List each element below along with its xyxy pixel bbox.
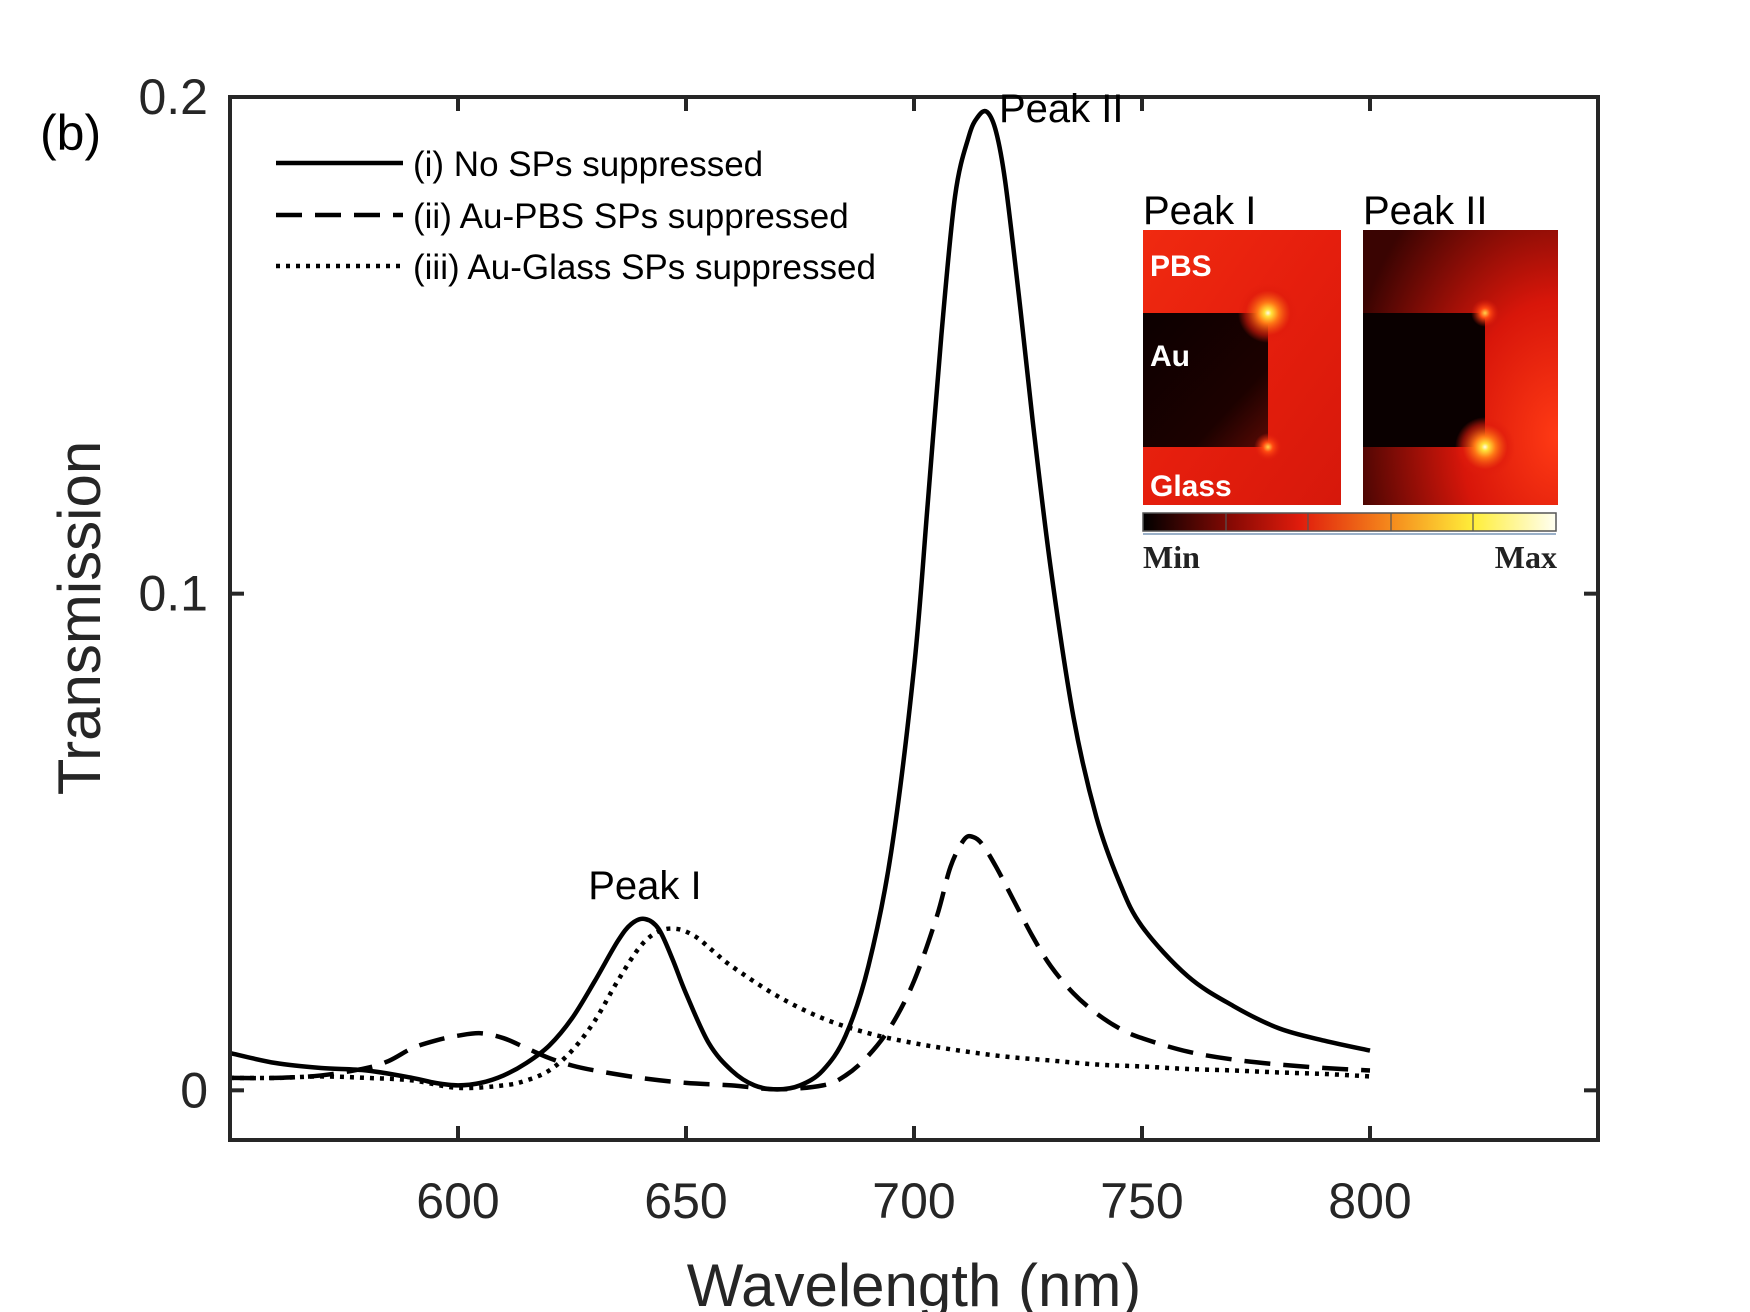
region-label-glass: Glass bbox=[1150, 470, 1232, 503]
y-ticks: 0 0.1 0.2 bbox=[138, 69, 1598, 1118]
legend-entry-dotted: (iii) Au-Glass SPs suppressed bbox=[276, 248, 876, 287]
x-tick-label: 750 bbox=[1100, 1173, 1183, 1229]
series-line-solid bbox=[229, 108, 1371, 1092]
x-axis: 600 650 700 750 800 Wavelength (nm) bbox=[416, 97, 1412, 1312]
field-inset: Peak I Peak II PBS Au Glass Min Max bbox=[1142, 189, 1558, 575]
colorbar-gradient bbox=[1142, 512, 1557, 532]
colorbar-min-label: Min bbox=[1143, 539, 1200, 575]
x-tick-label: 800 bbox=[1328, 1173, 1411, 1229]
y-tick-label: 0.2 bbox=[138, 69, 208, 125]
peak-annotations: Peak I Peak II bbox=[588, 87, 1123, 908]
legend-entry-dashed: (ii) Au-PBS SPs suppressed bbox=[276, 197, 849, 236]
x-tick-label: 600 bbox=[416, 1173, 499, 1229]
x-tick-label: 650 bbox=[644, 1173, 727, 1229]
inset-title-peak-2: Peak II bbox=[1363, 189, 1488, 233]
region-label-au: Au bbox=[1150, 340, 1190, 373]
hotspot-peak-1-bottom bbox=[1254, 433, 1282, 461]
panel-label: (b) bbox=[40, 105, 101, 161]
y-tick-label: 0.1 bbox=[138, 566, 208, 622]
y-axis: 0 0.1 0.2 Transmission bbox=[46, 69, 1598, 1118]
colorbar-underline bbox=[1143, 533, 1556, 535]
y-tick-label: 0 bbox=[180, 1062, 208, 1118]
legend-label-solid: (i) No SPs suppressed bbox=[413, 145, 763, 184]
colorbar: Min Max bbox=[1142, 512, 1557, 575]
hotspot-peak-2-bottom bbox=[1455, 417, 1515, 477]
series-line-dotted bbox=[229, 926, 1371, 1091]
legend-label-dashed: (ii) Au-PBS SPs suppressed bbox=[413, 197, 849, 236]
gold-block-peak-2 bbox=[1363, 313, 1485, 447]
field-map-peak-2 bbox=[1363, 230, 1558, 505]
annotation-peak-ii: Peak II bbox=[999, 87, 1124, 131]
hotspot-peak-2-top bbox=[1471, 299, 1499, 327]
inset-title-peak-1: Peak I bbox=[1143, 189, 1256, 233]
x-tick-label: 700 bbox=[872, 1173, 955, 1229]
series-line-dashed bbox=[229, 833, 1371, 1092]
field-map-peak-1: PBS Au Glass bbox=[1143, 230, 1341, 505]
region-label-pbs: PBS bbox=[1150, 250, 1212, 283]
annotation-peak-i: Peak I bbox=[588, 864, 701, 908]
gold-block-peak-1 bbox=[1143, 313, 1268, 447]
x-axis-title: Wavelength (nm) bbox=[687, 1252, 1142, 1312]
x-ticks: 600 650 700 750 800 bbox=[416, 97, 1412, 1229]
plot-area bbox=[229, 108, 1371, 1092]
legend-label-dotted: (iii) Au-Glass SPs suppressed bbox=[413, 248, 876, 287]
hotspot-peak-1-top bbox=[1238, 283, 1298, 343]
colorbar-max-label: Max bbox=[1495, 539, 1557, 575]
y-axis-title: Transmission bbox=[46, 441, 113, 796]
legend-entry-solid: (i) No SPs suppressed bbox=[276, 145, 763, 184]
legend: (i) No SPs suppressed (ii) Au-PBS SPs su… bbox=[276, 145, 876, 287]
